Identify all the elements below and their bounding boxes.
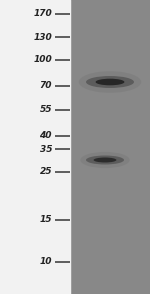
Ellipse shape — [79, 71, 141, 93]
Text: 10: 10 — [39, 258, 52, 266]
Bar — [70, 0, 150, 294]
Bar — [0, 0, 70, 294]
Text: 70: 70 — [39, 81, 52, 91]
Ellipse shape — [94, 158, 116, 163]
Ellipse shape — [96, 79, 124, 85]
Text: 25: 25 — [39, 168, 52, 176]
Ellipse shape — [86, 76, 134, 88]
Text: 130: 130 — [33, 33, 52, 41]
Text: 40: 40 — [39, 131, 52, 141]
Text: 55: 55 — [39, 106, 52, 114]
Ellipse shape — [80, 152, 130, 168]
Text: 100: 100 — [33, 56, 52, 64]
Text: 15: 15 — [39, 216, 52, 225]
Ellipse shape — [86, 156, 124, 165]
Text: 170: 170 — [33, 9, 52, 19]
Text: 35: 35 — [39, 144, 52, 153]
